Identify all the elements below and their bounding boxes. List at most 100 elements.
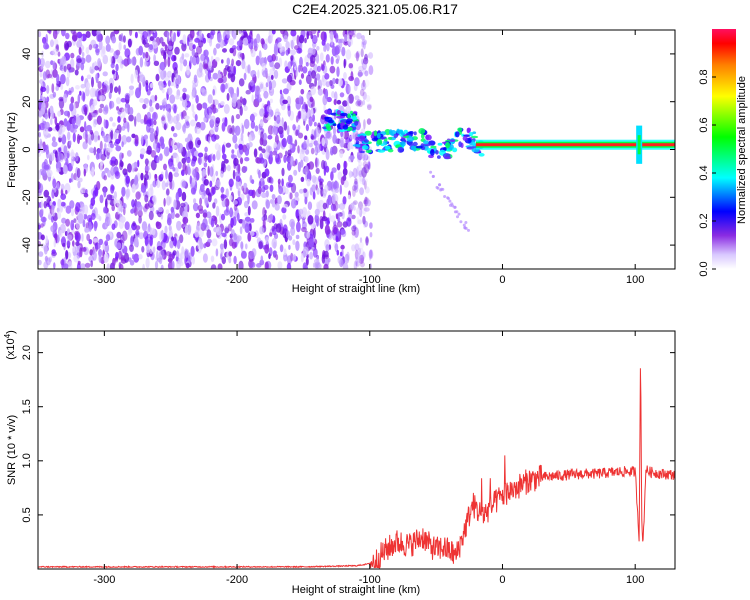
spectrogram-noise-cell (168, 253, 174, 261)
spectrogram-noise-cell (98, 216, 102, 221)
spectrogram-noise-cell (135, 191, 141, 200)
spectrogram-band-cell (425, 134, 432, 141)
spectrogram-noise-cell (226, 164, 231, 172)
spectrogram-noise-cell (238, 30, 242, 35)
spectrogram-noise-cell (169, 180, 173, 190)
spectrogram-noise-cell (178, 261, 184, 267)
spectrogram-noise-cell (105, 35, 111, 45)
spectrogram-noise-cell (153, 60, 160, 66)
spectrogram-noise-cell (40, 93, 43, 101)
spectrogram-noise-cell (339, 92, 345, 98)
spectrogram-noise-cell (330, 215, 336, 223)
spectrogram-noise-cell (201, 192, 205, 200)
spectrogram-noise-cell (290, 198, 297, 209)
spectrogram-noise-cell (134, 206, 138, 216)
spectrogram-noise-cell (366, 161, 371, 169)
spectrogram-noise-cell (359, 261, 365, 268)
spectrogram-noise-cell (313, 121, 317, 127)
spectrogram-noise-cell (183, 59, 188, 67)
spectrogram-image (38, 30, 675, 269)
spectrogram-noise-cell (70, 208, 75, 217)
spectrogram-noise-cell (253, 148, 258, 158)
spectrogram-noise-cell (310, 135, 315, 140)
spectrogram-ytick-label: 20 (21, 96, 33, 108)
spectrogram-noise-cell (258, 50, 262, 61)
spectrogram-streak-cell (435, 185, 439, 189)
spectrogram-noise-cell (206, 229, 212, 239)
spectrogram-noise-cell (113, 50, 119, 60)
spectrogram-noise-cell (251, 200, 258, 210)
spectrogram-noise-cell (104, 143, 107, 150)
spectrogram-noise-cell (135, 225, 141, 231)
spectrogram-noise-cell (243, 200, 249, 209)
spectrogram-noise-cell (122, 168, 128, 176)
spectrogram-noise-cell (208, 60, 213, 69)
spectrogram-noise-cell (98, 39, 103, 51)
spectrogram-noise-cell (131, 183, 136, 193)
spectrogram-noise-cell (369, 222, 373, 229)
spectrogram-noise-cell (271, 198, 276, 208)
spectrogram-noise-cell (52, 30, 58, 40)
spectrogram-noise-cell (45, 144, 49, 155)
spectrogram-noise-cell (358, 65, 364, 72)
spectrogram-band-cell (388, 129, 393, 136)
spectrogram-noise-cell (239, 157, 244, 165)
spectrogram-noise-cell (363, 207, 370, 212)
spectrogram-noise-cell (129, 260, 135, 266)
spectrogram-noise-cell (194, 171, 200, 181)
spectrogram-noise-cell (169, 94, 176, 104)
spectrogram-noise-cell (283, 256, 287, 262)
spectrogram-noise-cell (311, 47, 316, 55)
spectrogram-noise-cell (116, 242, 122, 250)
spectrogram-noise-cell (210, 255, 215, 263)
spectrogram-band-cell (332, 123, 337, 127)
spectrogram-noise-cell (229, 207, 234, 218)
spectrogram-noise-cell (77, 180, 81, 189)
spectrogram-noise-cell (195, 94, 199, 104)
spectrogram-band-cell (365, 149, 372, 153)
spectrogram-band-cell (357, 135, 366, 142)
spectrogram-noise-cell (226, 92, 230, 101)
spectrogram-noise-cell (352, 188, 356, 197)
spectrogram-noise-cell (203, 162, 208, 168)
spectrogram-noise-cell (336, 99, 342, 105)
spectrogram-band-cell (409, 131, 414, 135)
spectrogram-noise-cell (322, 189, 327, 196)
spectrogram-noise-cell (298, 64, 301, 73)
spectrogram-xlabel: Height of straight line (km) (292, 283, 420, 295)
spectrogram-noise-cell (348, 170, 352, 179)
spectrogram-noise-cell (137, 159, 140, 168)
spectrogram-noise-cell (67, 131, 71, 141)
spectrogram-noise-cell (202, 168, 207, 177)
spectrogram-noise-cell (344, 34, 348, 43)
spectrogram-noise-cell (81, 247, 87, 252)
spectrogram-noise-cell (229, 195, 233, 201)
spectrogram-noise-cell (212, 202, 216, 209)
spectrogram-noise-cell (247, 232, 252, 242)
spectrogram-streak-cell (447, 197, 450, 200)
spectrogram-noise-cell (92, 238, 99, 243)
spectrogram-noise-cell (282, 203, 289, 209)
spectrogram-noise-cell (186, 65, 191, 76)
spectrogram-noise-cell (326, 96, 332, 103)
spectrogram-noise-cell (90, 213, 96, 220)
spectrogram-noise-cell (83, 213, 88, 220)
spectrogram-noise-cell (259, 226, 264, 235)
spectrogram-noise-cell (79, 57, 86, 65)
spectrogram-noise-cell (283, 35, 289, 43)
spectrogram-noise-cell (40, 85, 43, 96)
spectrogram-noise-cell (309, 55, 316, 64)
spectrogram-noise-cell (323, 31, 327, 43)
spectrogram-noise-cell (351, 232, 356, 241)
spectrogram-noise-cell (208, 112, 212, 120)
spectrogram-noise-cell (91, 166, 95, 178)
spectrogram-noise-cell (72, 132, 76, 143)
spectrogram-noise-cell (220, 213, 226, 221)
spectrogram-noise-cell (354, 243, 360, 251)
spectrogram-noise-cell (58, 229, 63, 238)
spectrogram-noise-cell (210, 30, 216, 36)
spectrogram-band-cell (443, 156, 452, 160)
spectrogram-noise-cell (356, 171, 360, 177)
spectrogram-noise-cell (131, 199, 136, 208)
spectrogram-band-cell (357, 134, 361, 137)
